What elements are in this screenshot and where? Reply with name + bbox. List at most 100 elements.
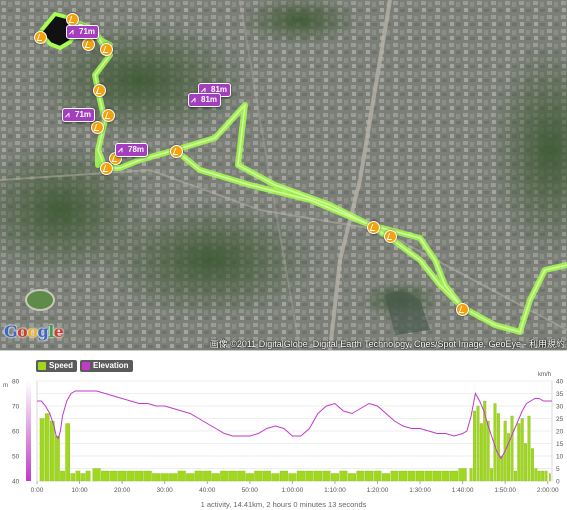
x-tick-label: 10:00 — [71, 487, 88, 494]
speed-bar — [237, 470, 246, 482]
speed-bar — [254, 470, 263, 482]
map-copyright[interactable]: 画像 ©2011 DigitalGlobe, Digital Earth Tec… — [209, 339, 565, 349]
right-tick-label: 30 — [556, 404, 564, 411]
legend-speed[interactable]: Speed — [36, 360, 78, 372]
left-axis-unit: m — [3, 383, 8, 389]
activity-summary: 1 activity, 14.41km, 2 hours 0 minutes 1… — [200, 500, 367, 509]
speed-bar — [527, 415, 531, 482]
speed-bar — [228, 470, 237, 482]
speed-bar — [39, 418, 45, 482]
map-imagery — [0, 0, 567, 350]
speed-bar — [65, 423, 70, 482]
speed-bar — [549, 473, 551, 482]
speed-bar — [322, 470, 331, 482]
waypoint-marker[interactable] — [100, 162, 113, 175]
speed-bar — [486, 420, 490, 482]
waypoint-marker[interactable] — [82, 38, 95, 51]
right-tick-label: 15 — [556, 441, 564, 448]
waypoint-marker[interactable] — [102, 109, 115, 122]
speed-bar — [211, 473, 220, 482]
waypoint-marker[interactable] — [384, 230, 397, 243]
speed-bar — [70, 473, 76, 482]
speed-bar — [262, 470, 271, 482]
speed-bar — [118, 470, 127, 482]
speed-bar — [507, 433, 511, 482]
speed-bar — [50, 420, 55, 482]
speed-bar — [80, 473, 86, 482]
speed-bar — [44, 413, 50, 482]
right-tick-label: 10 — [556, 454, 564, 461]
speed-bar — [441, 470, 450, 482]
x-tick-label: 40:00 — [199, 487, 216, 494]
speed-bar — [143, 470, 152, 482]
speed-bar — [152, 473, 161, 482]
speed-bar — [510, 415, 514, 482]
speed-bar — [126, 470, 135, 482]
x-tick-label: 50:00 — [242, 487, 259, 494]
right-tick-label: 40 — [556, 379, 564, 386]
speed-bar — [75, 470, 81, 482]
elevation-series-line — [37, 390, 552, 460]
waypoint-marker[interactable] — [91, 121, 104, 134]
speed-bar — [469, 468, 473, 482]
waypoint-marker[interactable] — [93, 84, 106, 97]
speed-bar — [476, 405, 480, 482]
right-axis: 40 35 30 25 20 15 10 5 0 — [556, 379, 564, 486]
x-tick-label: 1:50:00 — [494, 487, 516, 494]
speed-bar — [109, 470, 118, 482]
speed-bar — [407, 470, 416, 482]
speed-bar — [537, 470, 541, 482]
legend-elevation[interactable]: Elevation — [80, 360, 133, 372]
speed-bar — [203, 470, 212, 482]
waypoint-marker[interactable] — [367, 221, 380, 234]
x-tick-label: 0:00 — [31, 487, 44, 494]
x-tick-label: 1:00:00 — [282, 487, 304, 494]
logo-letter: o — [27, 322, 38, 341]
speed-bar — [186, 473, 195, 482]
left-tick-label: 50 — [12, 454, 20, 461]
speed-bar — [279, 470, 288, 482]
logo-letter: o — [17, 322, 28, 341]
speed-bar — [60, 470, 65, 482]
speed-bar — [382, 473, 391, 482]
speed-bar — [433, 470, 442, 482]
satellite-map[interactable]: ⩘ 71m ⩘ 81m ⩘ 81m ⩘ 71m ⩘ 78m Google 画像 ©2011… — [0, 0, 567, 350]
speed-bar — [534, 468, 538, 482]
logo-letter: l — [48, 322, 54, 341]
logo-letter: g — [37, 322, 49, 341]
speed-bar — [530, 448, 534, 482]
elevation-label: ⩘ 71m — [62, 108, 96, 122]
speed-bar — [416, 470, 425, 482]
speed-bar — [517, 423, 521, 482]
x-tick-label: 30:00 — [157, 487, 174, 494]
waypoint-marker[interactable] — [100, 43, 113, 56]
waypoint-marker[interactable] — [34, 31, 47, 44]
speed-bar — [245, 473, 254, 482]
speed-bar — [339, 470, 348, 482]
waypoint-marker[interactable] — [456, 303, 469, 316]
speed-bar — [513, 470, 517, 482]
right-tick-label: 0 — [556, 479, 560, 486]
activity-chart-panel: 80 70 60 50 40 40 35 30 25 20 15 10 5 0 0:00 10:00 20:… — [0, 350, 567, 510]
left-tick-label: 60 — [12, 429, 20, 436]
speed-bar — [135, 470, 144, 482]
speed-bar — [520, 418, 524, 482]
speed-bar — [177, 470, 186, 482]
speed-bar — [356, 470, 365, 482]
x-tick-label: 2:00:00 — [537, 487, 559, 494]
waypoint-marker[interactable] — [170, 145, 183, 158]
elevation-colorbar — [26, 381, 31, 481]
x-axis: 0:00 10:00 20:00 30:00 40:00 50:00 1:00:00 1:10… — [31, 481, 559, 494]
speed-bar — [364, 470, 373, 482]
speed-bar — [450, 470, 459, 482]
logo-letter: e — [53, 322, 64, 341]
speed-bar — [101, 470, 110, 482]
x-tick-label: 1:10:00 — [324, 487, 346, 494]
speed-bar — [305, 470, 314, 482]
speed-bar — [194, 470, 203, 482]
speed-bar — [399, 470, 408, 482]
left-axis: 80 70 60 50 40 — [12, 379, 20, 486]
speed-bar — [347, 473, 356, 482]
speed-bar — [544, 470, 548, 482]
